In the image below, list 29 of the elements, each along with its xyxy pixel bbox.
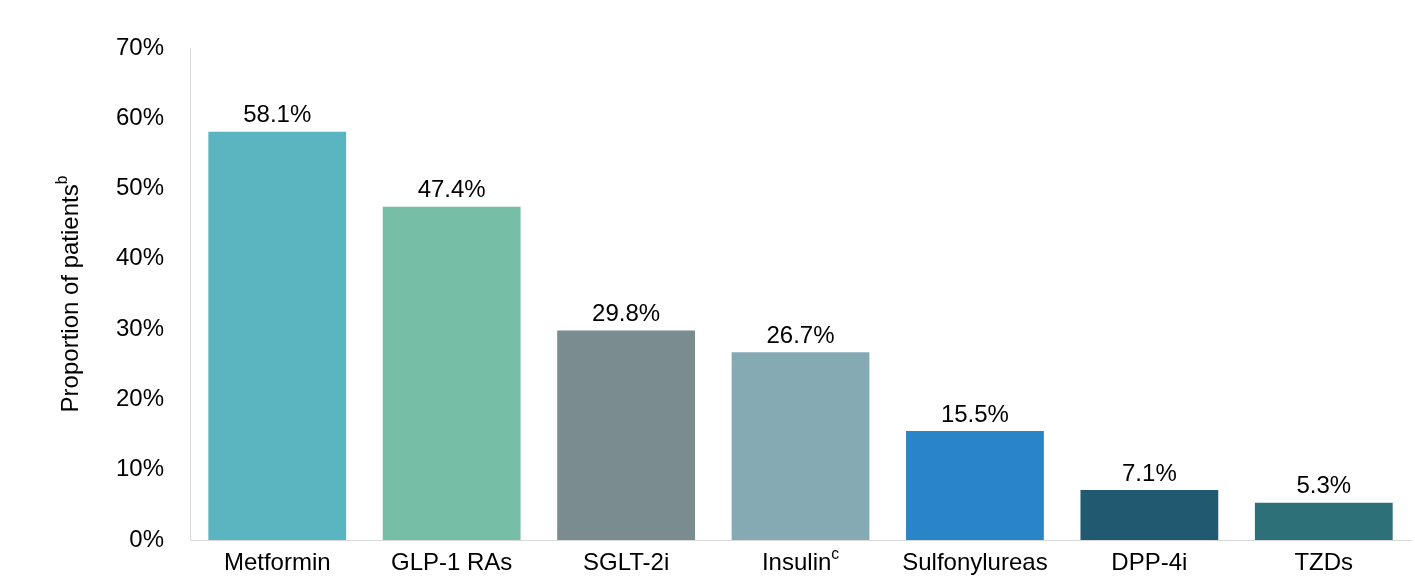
y-tick-label: 50% [115, 173, 165, 201]
x-tick-label: GLP-1 RAs [390, 548, 513, 575]
x-tick-label: Sulfonylureas [902, 548, 1048, 575]
x-tick-label: TZDs [1294, 548, 1354, 575]
bar [208, 131, 347, 540]
data-label: 15.5% [940, 399, 1009, 427]
data-label: 29.8% [592, 299, 661, 327]
y-tick-label: 60% [115, 102, 165, 130]
y-tick-label: 20% [115, 384, 165, 412]
bar [906, 431, 1044, 540]
x-tick-label: SGLT-2i [582, 548, 670, 575]
bar [1080, 490, 1219, 540]
bar [382, 206, 521, 540]
bar [1254, 502, 1393, 540]
bar [731, 352, 870, 540]
y-tick-label: 30% [115, 313, 165, 341]
y-tick-label: 10% [115, 454, 165, 482]
bar [557, 330, 695, 540]
y-tick-label: 70% [115, 32, 165, 60]
x-tick-label: Metformin [223, 548, 331, 575]
data-label: 47.4% [417, 175, 486, 203]
data-label: 26.7% [766, 320, 835, 348]
y-tick-label: 0% [129, 524, 165, 552]
data-label: 7.1% [1122, 458, 1177, 486]
y-tick-label: 40% [115, 243, 165, 271]
y-axis-title: Proportion of patientsb [53, 175, 83, 413]
data-label: 58.1% [243, 100, 312, 128]
x-tick-label: DPP-4i [1111, 548, 1188, 575]
data-label: 5.3% [1296, 471, 1352, 499]
